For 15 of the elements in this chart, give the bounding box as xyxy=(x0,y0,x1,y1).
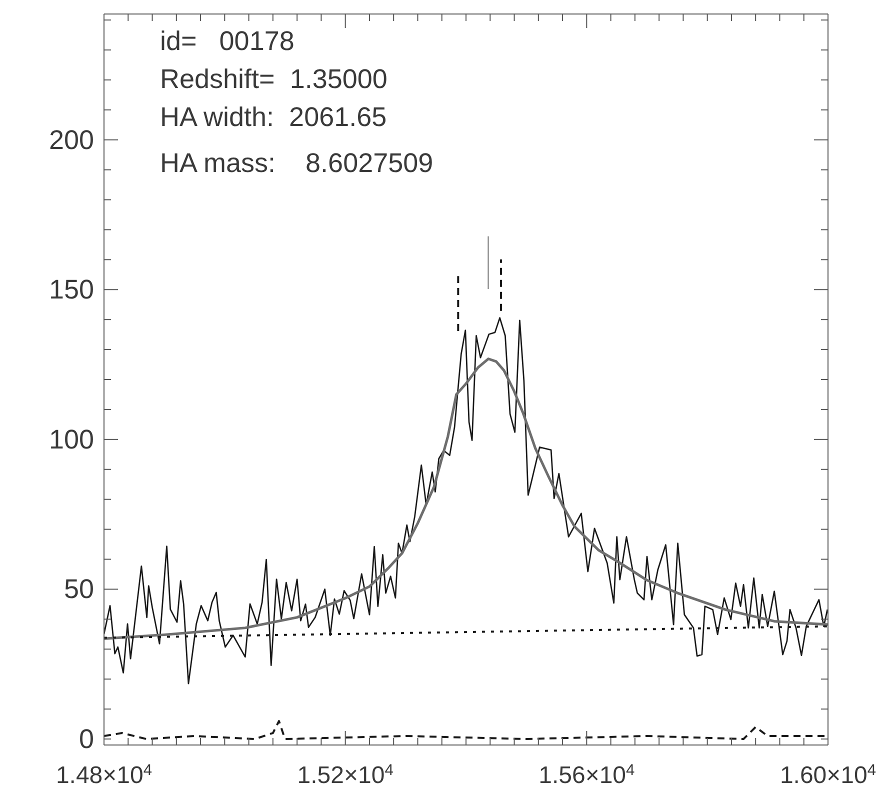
x-tick-label: 1.48×10$^{4}$ xyxy=(56,762,152,789)
annotation: HA mass: 8.6027509 xyxy=(160,147,434,180)
y-tick-label: 100 xyxy=(48,424,94,454)
y-tick-label: 50 xyxy=(64,574,94,604)
annotation: HA width: 2061.65 xyxy=(160,101,388,134)
y-tick-label: 150 xyxy=(48,274,94,305)
x-tick-label: 1.52×10$^{4}$ xyxy=(297,762,394,789)
x-tick-label: 1.56×10$^{4}$ xyxy=(538,762,636,789)
x-tick-label: 1.60×10$^{4}$ xyxy=(780,762,876,789)
annotation: Redshift= 1.35000 xyxy=(160,63,388,96)
y-tick-label: 200 xyxy=(48,124,94,155)
annotation: id= 00178 xyxy=(160,25,296,58)
line-series xyxy=(104,317,828,684)
y-tick-label: 0 xyxy=(78,724,94,754)
line-series xyxy=(104,358,828,640)
